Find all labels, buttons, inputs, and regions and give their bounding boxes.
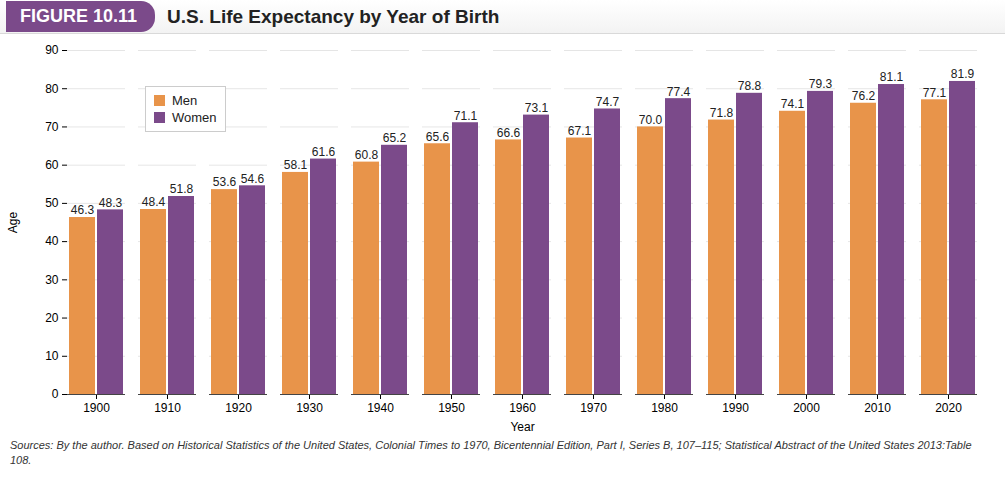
svg-text:1910: 1910 — [154, 401, 181, 415]
svg-text:1950: 1950 — [438, 401, 465, 415]
svg-text:1900: 1900 — [83, 401, 110, 415]
svg-text:2000: 2000 — [793, 401, 820, 415]
svg-text:66.6: 66.6 — [497, 126, 521, 140]
svg-text:65.2: 65.2 — [383, 131, 407, 145]
svg-text:90: 90 — [45, 43, 59, 57]
svg-text:1990: 1990 — [722, 401, 749, 415]
svg-text:70: 70 — [45, 120, 59, 134]
svg-text:50: 50 — [45, 196, 59, 210]
svg-text:78.8: 78.8 — [738, 79, 762, 93]
svg-text:1980: 1980 — [651, 401, 678, 415]
svg-text:30: 30 — [45, 273, 59, 287]
svg-text:58.1: 58.1 — [284, 158, 308, 172]
svg-text:81.9: 81.9 — [951, 67, 975, 81]
svg-text:81.1: 81.1 — [880, 70, 904, 84]
svg-text:60.8: 60.8 — [355, 148, 379, 162]
svg-text:73.1: 73.1 — [525, 101, 549, 115]
svg-text:65.6: 65.6 — [426, 130, 450, 144]
svg-text:10: 10 — [45, 349, 59, 363]
svg-text:70.0: 70.0 — [639, 113, 663, 127]
svg-text:79.3: 79.3 — [809, 77, 833, 91]
html-text:Women: Women — [172, 110, 217, 125]
svg-text:53.6: 53.6 — [213, 175, 237, 189]
svg-text:74.7: 74.7 — [596, 95, 620, 109]
svg-text:20: 20 — [45, 311, 59, 325]
svg-text:Age: Age — [6, 212, 20, 234]
html-text:Men: Men — [172, 93, 198, 108]
svg-text:61.6: 61.6 — [312, 145, 336, 159]
svg-text:2010: 2010 — [864, 401, 891, 415]
svg-text:80: 80 — [45, 82, 59, 96]
svg-text:74.1: 74.1 — [781, 97, 805, 111]
svg-text:1920: 1920 — [225, 401, 252, 415]
html-text:FIGURE 10.11: FIGURE 10.11 — [20, 6, 138, 26]
html-text:Sources: By the author. Based: Sources: By the author. Based on Histori… — [10, 439, 972, 466]
svg-text:1940: 1940 — [367, 401, 394, 415]
svg-text:54.6: 54.6 — [241, 172, 265, 186]
svg-text:48.3: 48.3 — [99, 196, 123, 210]
svg-text:0: 0 — [52, 387, 59, 401]
svg-text:48.4: 48.4 — [142, 195, 166, 209]
svg-text:71.1: 71.1 — [454, 109, 478, 123]
svg-text:1970: 1970 — [580, 401, 607, 415]
svg-text:Year: Year — [510, 420, 534, 434]
svg-text:40: 40 — [45, 234, 59, 248]
svg-text:2020: 2020 — [935, 401, 962, 415]
svg-text:1930: 1930 — [296, 401, 323, 415]
svg-text:51.8: 51.8 — [170, 182, 194, 196]
svg-text:1960: 1960 — [509, 401, 536, 415]
svg-text:67.1: 67.1 — [568, 124, 592, 138]
html-text:U.S. Life Expectancy by Year o: U.S. Life Expectancy by Year of Birth — [167, 5, 500, 27]
svg-text:76.2: 76.2 — [852, 89, 876, 103]
svg-text:77.1: 77.1 — [923, 86, 947, 100]
svg-text:60: 60 — [45, 158, 59, 172]
svg-text:46.3: 46.3 — [71, 203, 95, 217]
svg-text:71.8: 71.8 — [710, 106, 734, 120]
svg-text:77.4: 77.4 — [667, 85, 691, 99]
